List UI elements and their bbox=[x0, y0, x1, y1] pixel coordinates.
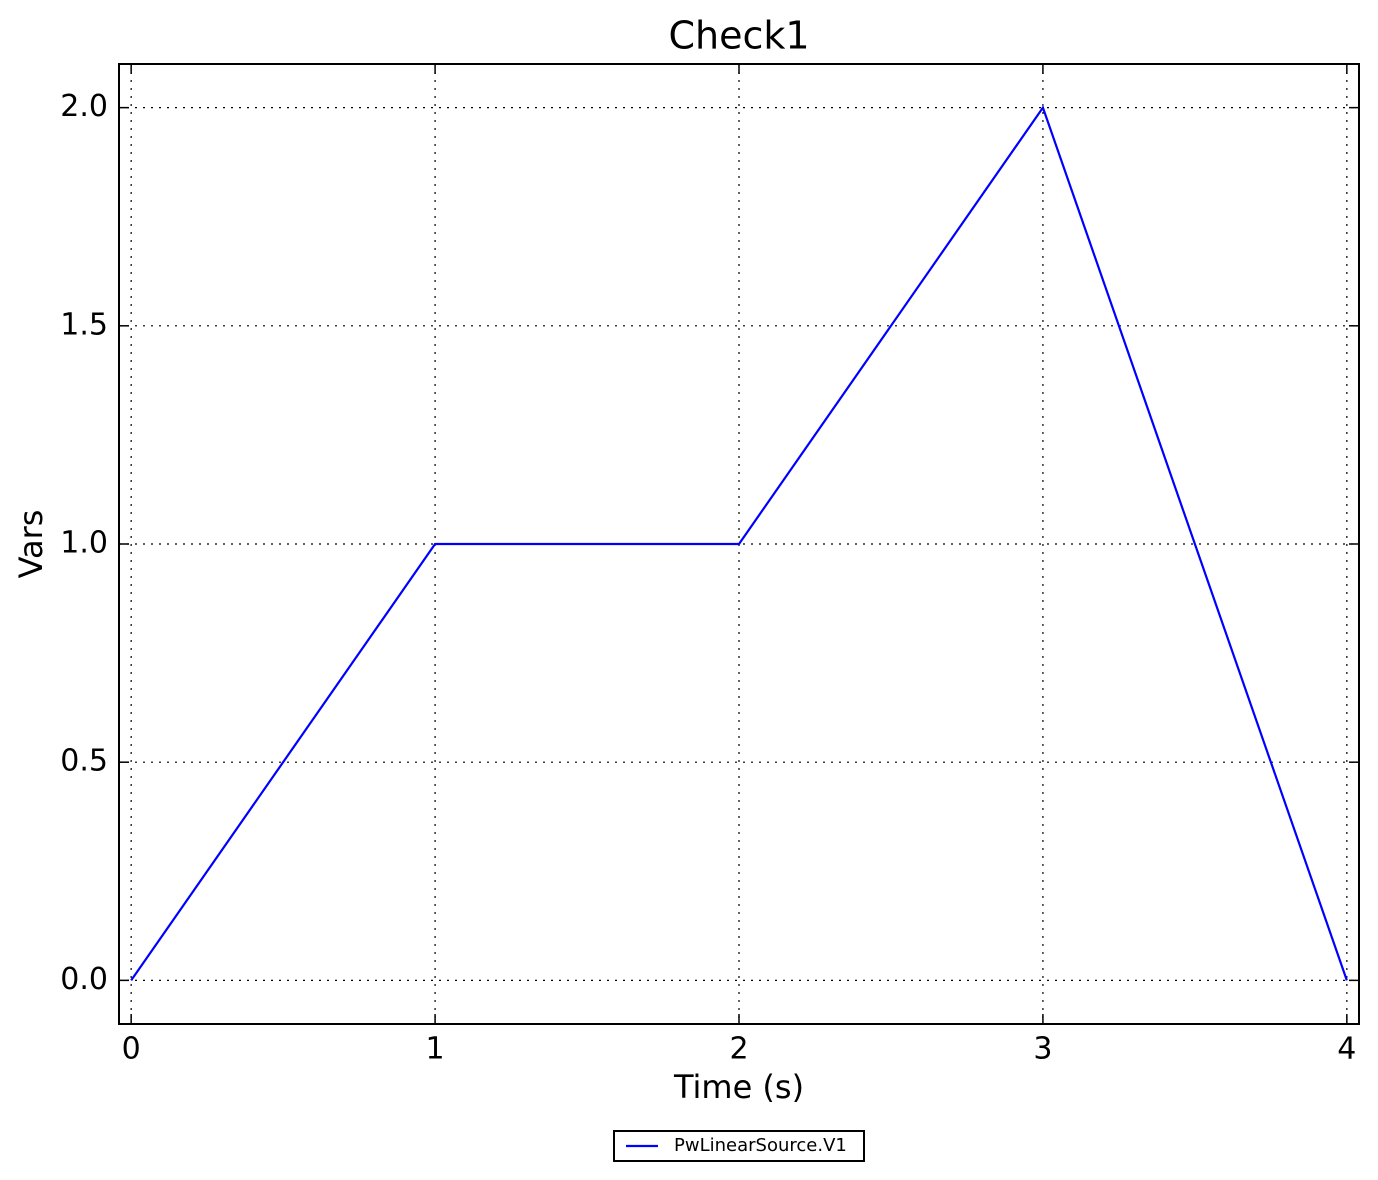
x-tick-label: 2 bbox=[729, 1032, 748, 1067]
legend-label: PwLinearSource.V1 bbox=[674, 1135, 847, 1156]
plot-frame bbox=[118, 63, 1360, 1025]
x-tick-label: 1 bbox=[426, 1032, 445, 1067]
data-line bbox=[130, 105, 1348, 981]
y-tick-label: 1.5 bbox=[60, 307, 108, 342]
y-tick-label: 0.5 bbox=[60, 744, 108, 779]
x-tick-label: 3 bbox=[1033, 1032, 1052, 1067]
x-axis-label: Time (s) bbox=[673, 1068, 804, 1106]
y-tick-label: 2.0 bbox=[60, 89, 108, 124]
chart-title: Check1 bbox=[668, 14, 809, 58]
x-tick-label: 4 bbox=[1337, 1032, 1356, 1067]
x-tick-label: 0 bbox=[122, 1032, 141, 1067]
y-axis-label: Vars bbox=[12, 510, 50, 579]
y-tick-label: 0.0 bbox=[60, 962, 108, 997]
y-tick-label: 1.0 bbox=[60, 526, 108, 561]
